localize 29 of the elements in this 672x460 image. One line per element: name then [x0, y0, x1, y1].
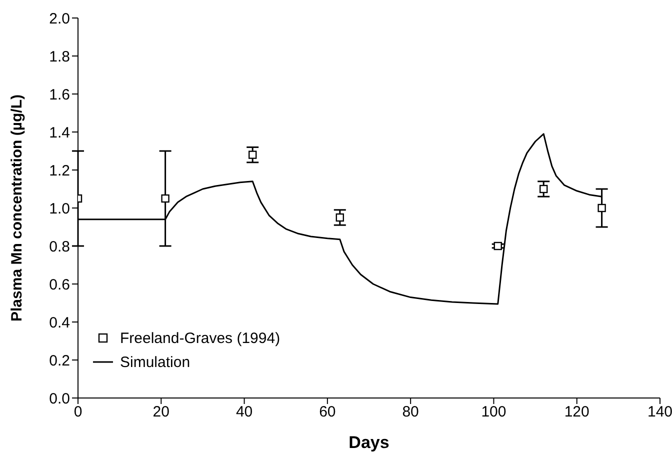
y-tick-label: 1.6: [49, 86, 70, 104]
y-tick-label: 2.0: [49, 10, 70, 28]
y-tick-label: 0.6: [49, 276, 70, 294]
y-tick-label: 1.2: [49, 162, 70, 180]
y-tick-label: 1.8: [49, 48, 70, 66]
x-tick-label: 140: [647, 404, 672, 421]
point: [598, 204, 606, 212]
x-tick-label: 100: [481, 404, 506, 421]
y-tick-label: 0.2: [49, 352, 70, 370]
x-tick-label: 40: [236, 404, 253, 421]
y-tick-label: 1.4: [49, 124, 70, 142]
legend-label: Freeland-Graves (1994): [120, 330, 280, 346]
x-tick-label: 80: [402, 404, 419, 421]
y-tick-label: 1.0: [49, 200, 70, 218]
y-tick-label: 0.4: [49, 314, 70, 332]
y-tick-label: 0.8: [49, 238, 70, 256]
point: [336, 213, 344, 222]
x-tick-label: 20: [152, 404, 170, 421]
point: [248, 150, 257, 159]
point: [494, 242, 502, 250]
point: [161, 194, 170, 203]
x-tick-label: 0: [74, 404, 82, 421]
x-tick-label: 120: [564, 404, 590, 421]
y-axis-title: Plasma Mn concentration (µg/L): [8, 94, 26, 322]
legend-label: Simulation: [120, 354, 190, 370]
x-axis-title: Days: [348, 433, 390, 452]
y-tick-label: 0.0: [49, 390, 70, 408]
x-tick-label: 60: [319, 404, 336, 421]
point: [540, 184, 548, 194]
